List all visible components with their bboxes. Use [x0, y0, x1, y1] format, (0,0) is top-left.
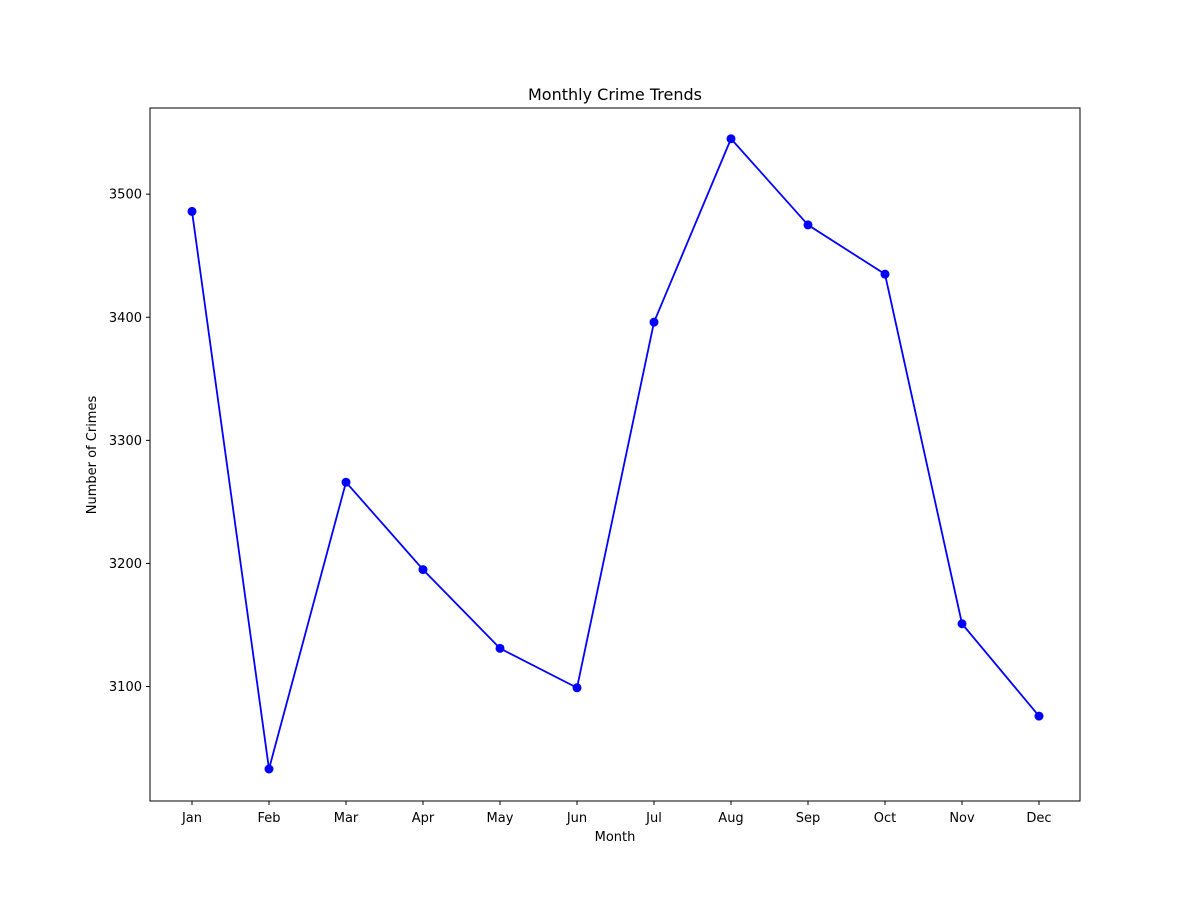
y-axis-label: Number of Crimes — [85, 396, 100, 515]
x-tick-label: Mar — [334, 811, 359, 826]
data-point — [803, 220, 813, 230]
y-axis-ticks: 3100 3200 3300 3400 3500 — [109, 188, 150, 695]
x-tick-label: Jun — [566, 811, 587, 826]
y-tick-label: 3300 — [109, 434, 142, 449]
data-point — [418, 565, 428, 575]
x-tick-label: Aug — [718, 811, 743, 826]
x-tick-label: May — [487, 811, 514, 826]
data-point — [957, 619, 967, 629]
data-point — [187, 206, 197, 216]
data-series — [187, 134, 1044, 774]
x-tick-label: Nov — [949, 811, 975, 826]
x-tick-label: Feb — [257, 811, 280, 826]
data-point — [572, 683, 582, 693]
plot-area-frame — [149, 107, 1081, 802]
data-point — [341, 477, 351, 487]
y-tick-label: 3500 — [109, 188, 142, 203]
x-tick-label: Apr — [412, 811, 435, 826]
x-tick-label: Sep — [796, 811, 821, 826]
x-tick-label: Jan — [181, 811, 202, 826]
series-line — [191, 137, 1040, 770]
x-tick-label: Jul — [645, 811, 662, 826]
data-point — [649, 317, 659, 327]
x-tick-label: Dec — [1026, 811, 1051, 826]
x-axis-label: Month — [595, 830, 636, 845]
y-tick-label: 3400 — [109, 311, 142, 326]
data-point — [880, 269, 890, 279]
x-axis-ticks: Jan Feb Mar Apr May Jun Jul Aug Sep Oct Nov Dec — [181, 801, 1052, 826]
data-point — [264, 764, 274, 774]
data-point — [495, 643, 505, 653]
y-tick-label: 3100 — [109, 680, 142, 695]
x-tick-label: Oct — [874, 811, 896, 826]
data-point — [726, 134, 736, 144]
y-tick-label: 3200 — [109, 557, 142, 572]
data-point — [1034, 711, 1044, 721]
chart-title: Monthly Crime Trends — [528, 85, 702, 104]
